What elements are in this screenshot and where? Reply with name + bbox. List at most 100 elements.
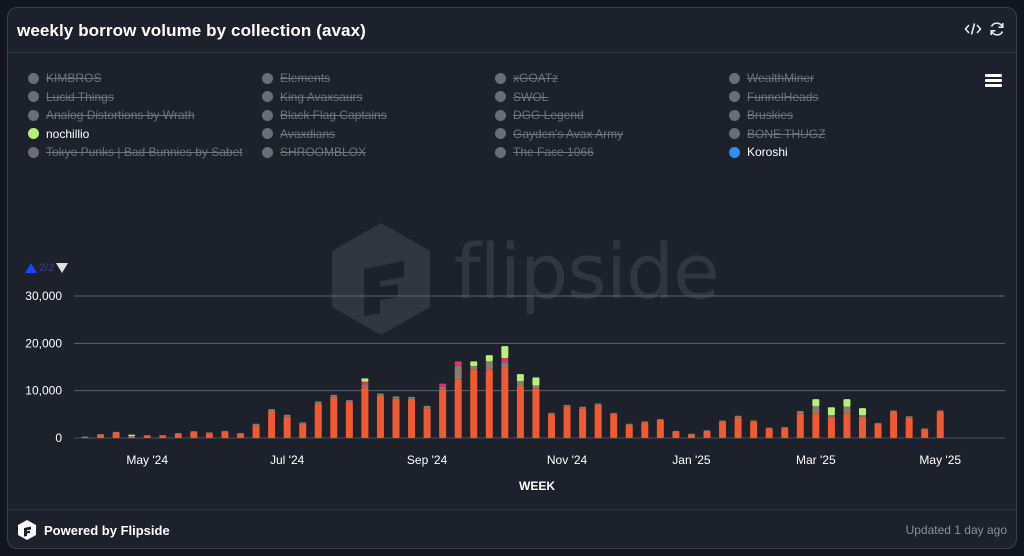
- bar-segment[interactable]: [376, 395, 384, 438]
- bar-segment[interactable]: [796, 411, 804, 414]
- bar-segment[interactable]: [594, 403, 602, 405]
- bar-segment[interactable]: [501, 358, 509, 363]
- bar-segment[interactable]: [501, 346, 509, 359]
- bar-segment[interactable]: [283, 414, 291, 417]
- legend-item[interactable]: BONE THUGZ: [729, 126, 825, 142]
- bar-segment[interactable]: [687, 433, 695, 435]
- legend-item[interactable]: Tokyo Punks | Bad Bunnies by Sabet: [28, 144, 243, 160]
- bar-segment[interactable]: [97, 434, 105, 438]
- bar-segment[interactable]: [905, 416, 913, 418]
- bar-segment[interactable]: [237, 433, 244, 434]
- bar-segment[interactable]: [719, 420, 727, 422]
- bar-segment[interactable]: [516, 381, 524, 385]
- menu-icon[interactable]: [985, 74, 1002, 87]
- bar-segment[interactable]: [641, 421, 649, 423]
- bar-segment[interactable]: [485, 355, 493, 362]
- bar-segment[interactable]: [470, 366, 478, 370]
- bar-segment[interactable]: [408, 396, 416, 399]
- bar-segment[interactable]: [563, 406, 571, 438]
- bar-segment[interactable]: [392, 398, 400, 438]
- bar-segment[interactable]: [174, 433, 182, 434]
- bar-segment[interactable]: [159, 435, 167, 436]
- bar-segment[interactable]: [765, 427, 773, 429]
- bar-segment[interactable]: [516, 384, 524, 438]
- bar-segment[interactable]: [283, 416, 291, 438]
- bar-segment[interactable]: [610, 412, 618, 414]
- bar-segment[interactable]: [252, 425, 260, 438]
- bar-segment[interactable]: [423, 405, 431, 409]
- bar-segment[interactable]: [859, 415, 866, 417]
- bar-segment[interactable]: [703, 430, 711, 438]
- legend-item[interactable]: Elements: [262, 70, 330, 86]
- bar-segment[interactable]: [827, 407, 835, 416]
- bar-segment[interactable]: [548, 412, 555, 415]
- bar-segment[interactable]: [81, 437, 89, 438]
- bar-segment[interactable]: [345, 402, 353, 438]
- bar-segment[interactable]: [579, 408, 587, 438]
- bar-segment[interactable]: [485, 361, 493, 370]
- legend-item[interactable]: Gayden's Avax Army: [495, 126, 623, 142]
- legend-item[interactable]: Koroshi: [729, 144, 788, 160]
- bar-segment[interactable]: [439, 386, 447, 390]
- bar-segment[interactable]: [936, 410, 944, 412]
- bar-segment[interactable]: [454, 379, 462, 438]
- legend-item[interactable]: xGOATz: [495, 70, 558, 86]
- bar-segment[interactable]: [625, 423, 633, 425]
- bar-segment[interactable]: [470, 361, 478, 367]
- bar-segment[interactable]: [361, 387, 369, 438]
- bar-segment[interactable]: [97, 433, 105, 435]
- bar-segment[interactable]: [890, 410, 898, 412]
- bar-segment[interactable]: [237, 433, 244, 438]
- bar-segment[interactable]: [750, 421, 758, 438]
- bar-segment[interactable]: [423, 408, 431, 438]
- bar-segment[interactable]: [439, 383, 447, 387]
- bar-segment[interactable]: [159, 435, 167, 438]
- bar-segment[interactable]: [579, 406, 587, 409]
- legend-item[interactable]: FunnelHeads: [729, 89, 818, 105]
- legend-item[interactable]: The Face 1066: [495, 144, 594, 160]
- refresh-icon[interactable]: [988, 20, 1006, 38]
- bar-segment[interactable]: [345, 400, 353, 403]
- legend-item[interactable]: Analog Distortions by Wrath: [28, 107, 195, 123]
- bar-segment[interactable]: [859, 408, 866, 416]
- bar-segment[interactable]: [205, 432, 213, 434]
- bar-segment[interactable]: [874, 423, 882, 438]
- bar-segment[interactable]: [843, 406, 851, 414]
- bar-segment[interactable]: [719, 421, 727, 438]
- bar-segment[interactable]: [672, 430, 680, 432]
- legend-item[interactable]: SWOL: [495, 89, 548, 105]
- bar-segment[interactable]: [174, 433, 182, 438]
- bar-segment[interactable]: [190, 431, 198, 438]
- bar-segment[interactable]: [843, 399, 851, 407]
- bar-segment[interactable]: [299, 422, 307, 424]
- legend-item[interactable]: Avaxdians: [262, 126, 335, 142]
- legend-item[interactable]: Lucid Things: [28, 89, 114, 105]
- bar-segment[interactable]: [314, 403, 322, 438]
- bar-segment[interactable]: [734, 417, 742, 438]
- legend-page-up-icon[interactable]: [25, 263, 37, 273]
- bar-segment[interactable]: [610, 413, 618, 438]
- bar-segment[interactable]: [439, 389, 447, 438]
- bar-segment[interactable]: [781, 427, 789, 429]
- bar-segment[interactable]: [843, 413, 851, 438]
- bar-segment[interactable]: [112, 432, 120, 438]
- legend-page-down-icon[interactable]: [56, 263, 69, 273]
- bar-segment[interactable]: [128, 436, 136, 438]
- bar-segment[interactable]: [376, 393, 384, 396]
- bar-segment[interactable]: [299, 423, 307, 438]
- bar-segment[interactable]: [112, 431, 120, 433]
- bar-segment[interactable]: [268, 411, 276, 438]
- bar-segment[interactable]: [532, 377, 540, 386]
- legend-item[interactable]: nochillio: [28, 126, 89, 142]
- bar-segment[interactable]: [128, 434, 136, 437]
- bar-segment[interactable]: [859, 416, 866, 438]
- bar-segment[interactable]: [268, 409, 276, 412]
- bar-segment[interactable]: [750, 420, 758, 422]
- bar-segment[interactable]: [890, 411, 898, 438]
- bar-segment[interactable]: [781, 428, 789, 438]
- bar-segment[interactable]: [936, 411, 944, 438]
- code-icon[interactable]: [964, 20, 982, 38]
- bar-segment[interactable]: [205, 433, 213, 438]
- bar-segment[interactable]: [314, 401, 322, 404]
- bar-segment[interactable]: [641, 422, 649, 438]
